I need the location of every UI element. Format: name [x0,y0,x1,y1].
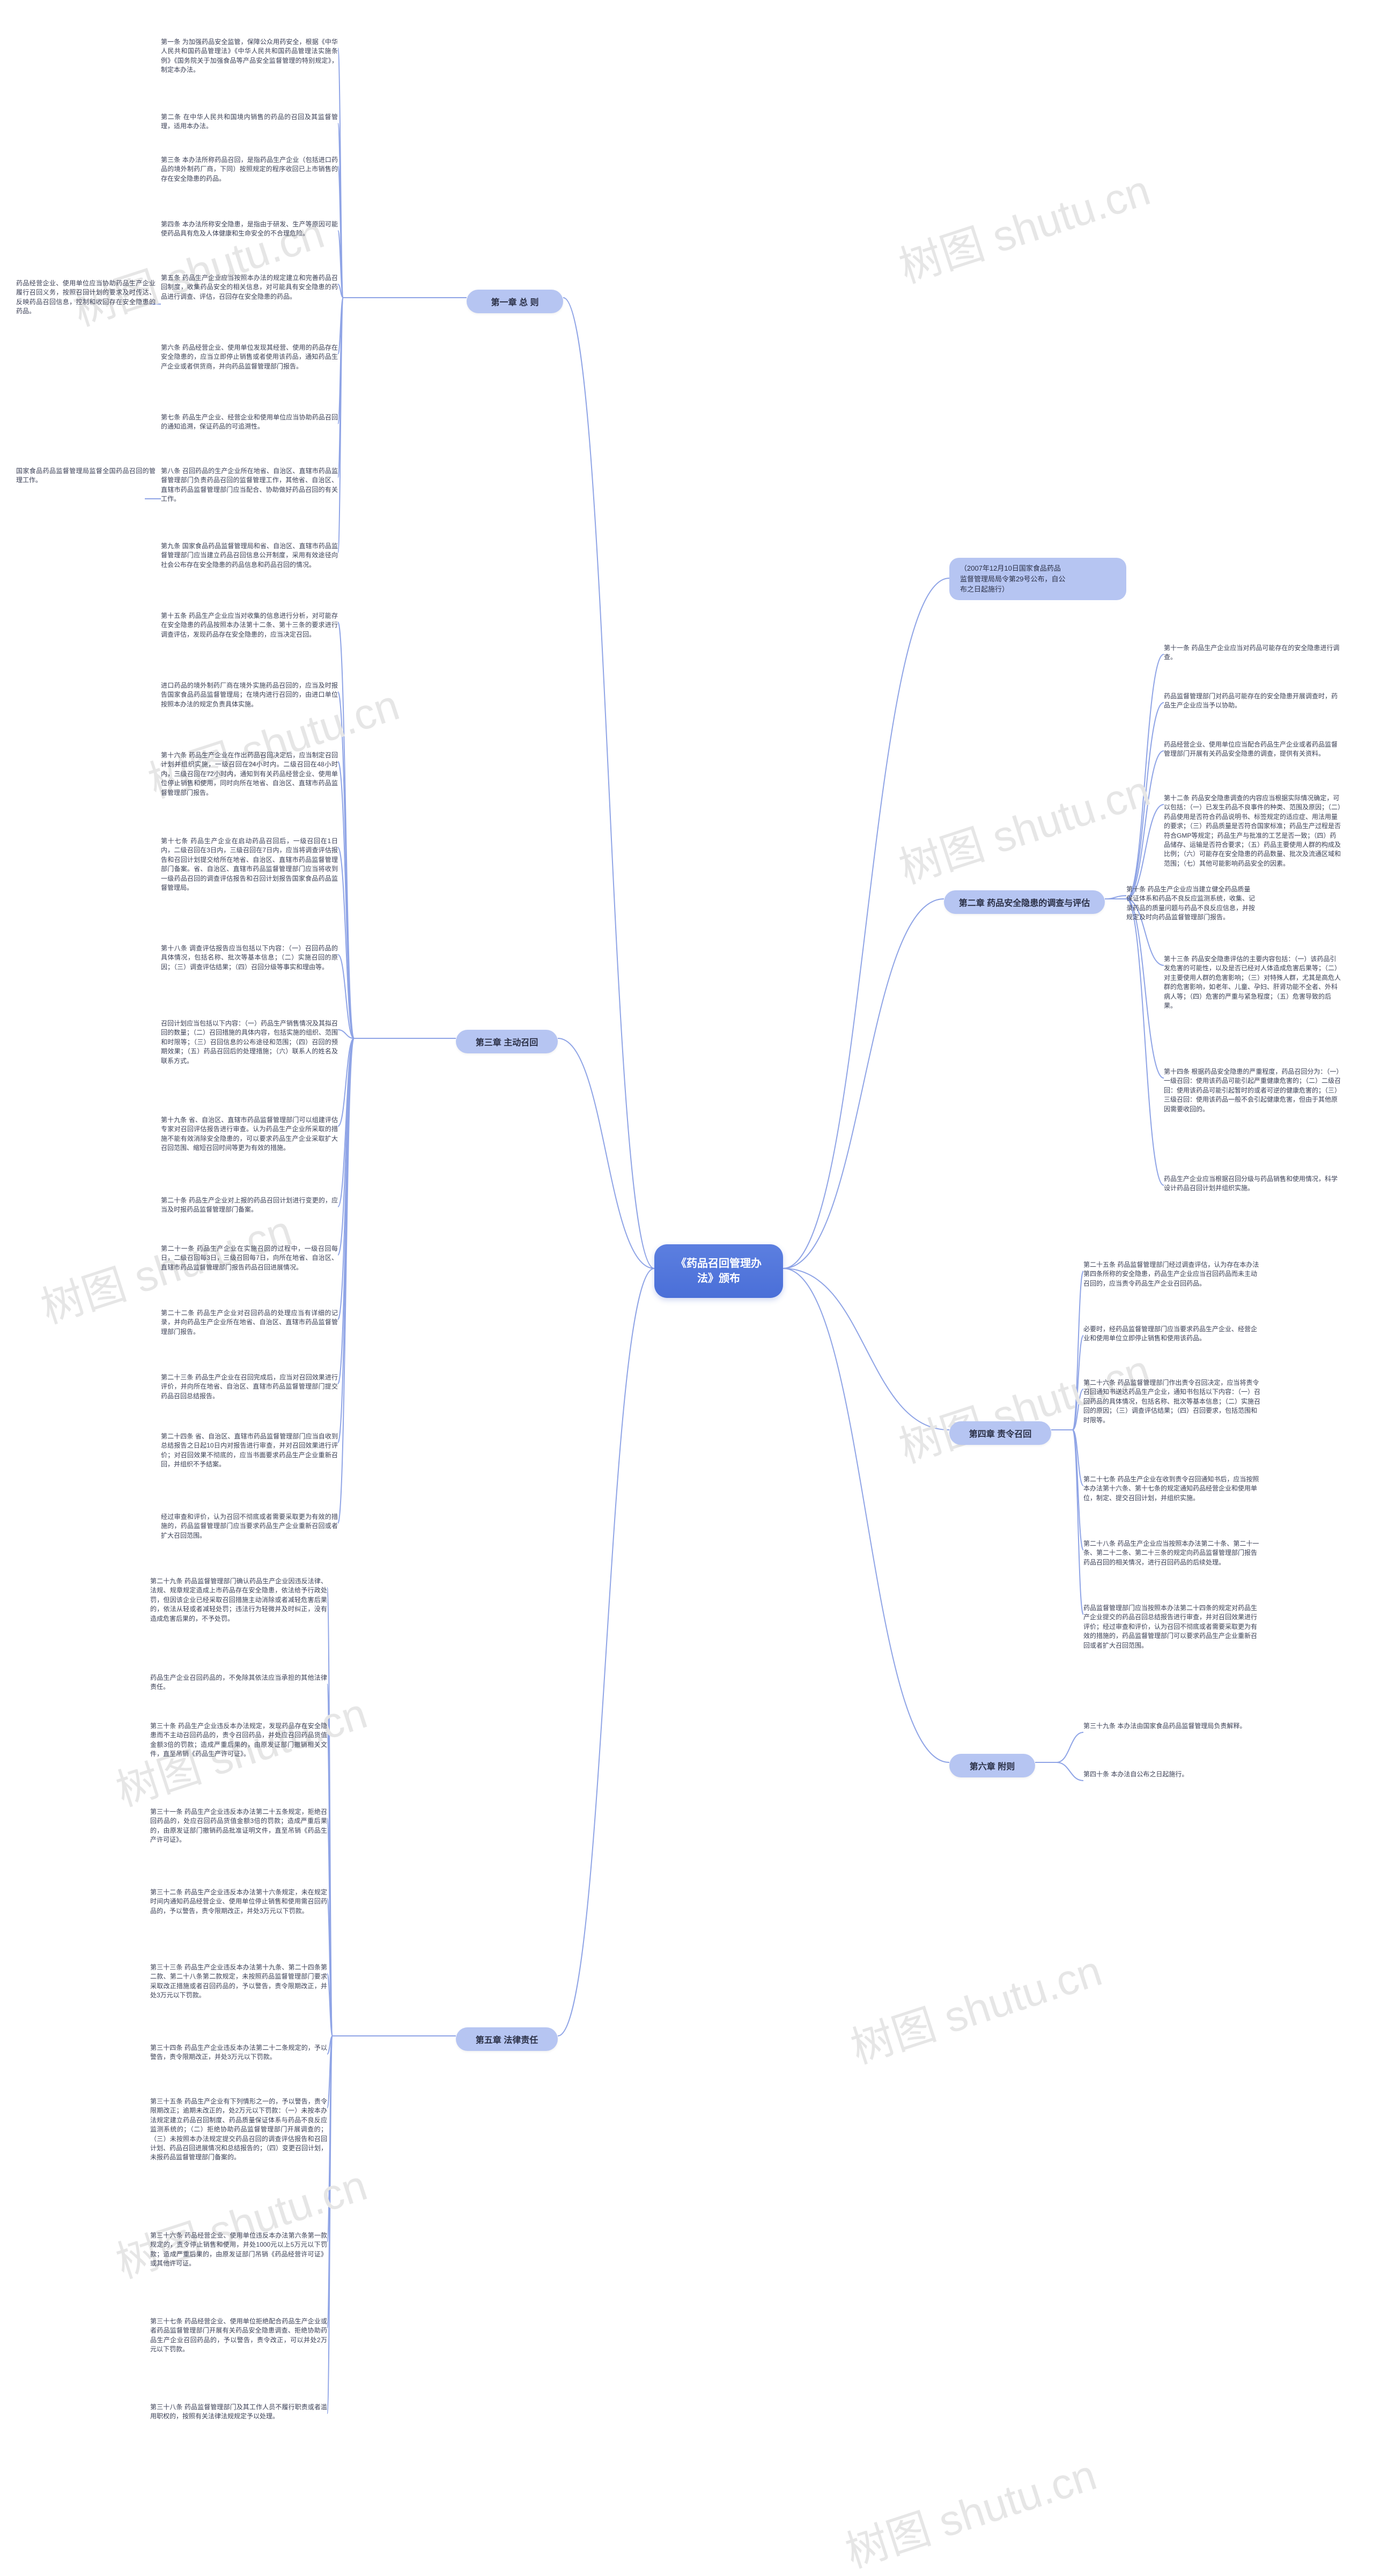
chapter-ch2: 第二章 药品安全隐患的调查与评估 [944,890,1105,914]
leaf-node: 第五条 药品生产企业应当按照本办法的规定建立和完善药品召回制度，收集药品安全的相… [161,274,338,301]
watermark: 树图 shutu.cn [842,1936,1109,2076]
chapter-ch4: 第四章 责令召回 [949,1421,1051,1445]
leaf-node: 第二十七条 药品生产企业在收到责令召回通知书后，应当按照本办法第十六条、第十七条… [1083,1475,1260,1503]
leaf-node: 第十三条 药品安全隐患评估的主要内容包括：（一）该药品引发危害的可能性，以及是否… [1164,955,1341,1010]
leaf-node: 第二十一条 药品生产企业在实施召回的过程中，一级召回每日，二级召回每3日，三级召… [161,1244,338,1272]
chapter-ch5: 第五章 法律责任 [456,2027,558,2051]
leaf-node: 药品经营企业、使用单位应当配合药品生产企业或者药品监督管理部门开展有关药品安全隐… [1164,740,1341,759]
leaf-node: 第三十五条 药品生产企业有下列情形之一的，予以警告，责令限期改正；逾期未改正的，… [150,2097,327,2162]
leaf-node: 药品监督管理部门对药品可能存在的安全隐患开展调查时，药品生产企业应当予以协助。 [1164,692,1341,711]
leaf-node: 经过审查和评价，认为召回不彻底或者需要采取更为有效的措施的，药品监督管理部门应当… [161,1512,338,1540]
leaf-node: 第二十六条 药品监督管理部门作出责令召回决定，应当将责令召回通知书送达药品生产企… [1083,1378,1260,1425]
leaf-node: 第二十五条 药品监督管理部门经过调查评估，认为存在本办法第四条所称的安全隐患，药… [1083,1260,1260,1288]
leaf-node: 第二十条 药品生产企业对上报的药品召回计划进行变更的，应当及时报药品监督管理部门… [161,1196,338,1215]
leaf-node: 第二十八条 药品生产企业应当按照本办法第二十条、第二十一条、第二十二条、第二十三… [1083,1539,1260,1567]
chapter-ch1: 第一章 总 则 [467,290,563,313]
leaf-node: 第二十四条 省、自治区、直辖市药品监督管理部门应当自收到总结报告之日起10日内对… [161,1432,338,1470]
leaf-node: 第十条 药品生产企业应当建立健全药品质量保证体系和药品不良反应监测系统，收集、记… [1126,885,1255,922]
leaf-node: 第三十三条 药品生产企业违反本办法第十九条、第二十四条第二款、第二十八条第二款规… [150,1963,327,2001]
leaf-note: 药品经营企业、使用单位应当协助药品生产企业履行召回义务，按照召回计划的要求及时传… [16,279,156,316]
leaf-node: 第三十一条 药品生产企业违反本办法第二十五条规定，拒绝召回药品的，处应召回药品货… [150,1807,327,1845]
leaf-node: 第九条 国家食品药品监督管理局和省、自治区、直辖市药品监督管理部门应当建立药品召… [161,542,338,570]
leaf-node: 第十五条 药品生产企业应当对收集的信息进行分析，对可能存在安全隐患的药品按照本办… [161,611,338,639]
leaf-node: 药品监督管理部门应当按照本办法第二十四条的规定对药品生产企业提交的药品召回总结报… [1083,1604,1260,1650]
leaf-node: 第二十二条 药品生产企业对召回药品的处理应当有详细的记录，并向药品生产企业所在地… [161,1309,338,1337]
root-node: 《药品召回管理办法》颁布 [654,1244,783,1298]
leaf-node: 进口药品的境外制药厂商在境外实施药品召回的，应当及时报告国家食品药品监督管理局；… [161,681,338,709]
leaf-node: 第十八条 调查评估报告应当包括以下内容：（一）召回药品的具体情况，包括名称、批次… [161,944,338,972]
leaf-node: 第一条 为加强药品安全监管，保障公众用药安全，根据《中华人民共和国药品管理法》《… [161,38,338,75]
leaf-node: 必要时，经药品监督管理部门应当要求药品生产企业、经营企业和使用单位立即停止销售和… [1083,1325,1260,1344]
leaf-node: 第八条 召回药品的生产企业所在地省、自治区、直辖市药品监督管理部门负责药品召回的… [161,467,338,504]
leaf-node: 药品生产企业应当根据召回分级与药品销售和使用情况，科学设计药品召回计划并组织实施… [1164,1175,1341,1193]
leaf-node: 第十四条 根据药品安全隐患的严重程度，药品召回分为：（一）一级召回：使用该药品可… [1164,1067,1341,1114]
leaf-node: 第十七条 药品生产企业在启动药品召回后，一级召回在1日内，二级召回在3日内，三级… [161,837,338,892]
leaf-node: 第六条 药品经营企业、使用单位发现其经营、使用的药品存在安全隐患的，应当立即停止… [161,343,338,371]
leaf-node: 第二十九条 药品监督管理部门确认药品生产企业因违反法律、法规、规章规定造成上市药… [150,1577,327,1623]
chapter-ch6: 第六章 附则 [949,1754,1035,1777]
leaf-node: 第二条 在中华人民共和国境内销售的药品的召回及其监督管理，适用本办法。 [161,113,338,131]
leaf-node: 第四条 本办法所称安全隐患，是指由于研发、生产等原因可能使药品具有危及人体健康和… [161,220,338,239]
leaf-note: 国家食品药品监督管理局监督全国药品召回的管理工作。 [16,467,156,485]
leaf-node: 第二十三条 药品生产企业在召回完成后，应当对召回效果进行评价，并向所在地省、自治… [161,1373,338,1401]
leaf-node: 第十二条 药品安全隐患调查的内容应当根据实际情况确定，可以包括：（一）已发生药品… [1164,794,1341,868]
leaf-node: 第三十七条 药品经营企业、使用单位拒绝配合药品生产企业或者药品监督管理部门开展有… [150,2317,327,2354]
leaf-node: 第三十九条 本办法由国家食品药品监督管理局负责解释。 [1083,1722,1260,1731]
watermark: 树图 shutu.cn [890,756,1157,896]
publish-info: （2007年12月10日国家食品药品 监督管理局局令第29号公布，自公 布之日起… [949,558,1126,600]
leaf-node: 药品生产企业召回药品的，不免除其依法应当承担的其他法律责任。 [150,1673,327,1692]
leaf-node: 第十一条 药品生产企业应当对药品可能存在的安全隐患进行调查。 [1164,644,1341,662]
leaf-node: 第四十条 本办法自公布之日起施行。 [1083,1770,1260,1779]
leaf-node: 第七条 药品生产企业、经营企业和使用单位应当协助药品召回的通知追溯，保证药品的可… [161,413,338,432]
leaf-node: 第三十二条 药品生产企业违反本办法第十六条规定，未在规定时间内通知药品经营企业、… [150,1888,327,1916]
leaf-node: 第十六条 药品生产企业在作出药品召回决定后，应当制定召回计划并组织实施，一级召回… [161,751,338,798]
leaf-node: 召回计划应当包括以下内容：（一）药品生产销售情况及其拟召回的数量；（二）召回措施… [161,1019,338,1066]
watermark: 树图 shutu.cn [107,2151,374,2290]
chapter-ch3: 第三章 主动召回 [456,1030,558,1053]
leaf-node: 第三十四条 药品生产企业违反本办法第二十二条规定的，予以警告，责令限期改正，并处… [150,2043,327,2062]
leaf-node: 第十九条 省、自治区、直辖市药品监督管理部门可以组建评估专家对召回评估报告进行审… [161,1116,338,1153]
root-label: 《药品召回管理办法》颁布 [676,1258,762,1285]
watermark: 树图 shutu.cn [837,2440,1103,2576]
leaf-node: 第三十八条 药品监督管理部门及其工作人员不履行职责或者滥用职权的，按照有关法律法… [150,2403,327,2422]
mindmap-canvas: { "colors": { "background": "#ffffff", "… [0,0,1373,2576]
leaf-node: 第三十条 药品生产企业违反本办法规定，发现药品存在安全隐患而不主动召回药品的，责… [150,1722,327,1759]
leaf-node: 第三十六条 药品经营企业、使用单位违反本办法第六条第一款规定的，责令停止销售和使… [150,2231,327,2269]
leaf-node: 第三条 本办法所称药品召回，是指药品生产企业（包括进口药品的境外制药厂商，下同）… [161,156,338,183]
watermark: 树图 shutu.cn [890,156,1157,295]
